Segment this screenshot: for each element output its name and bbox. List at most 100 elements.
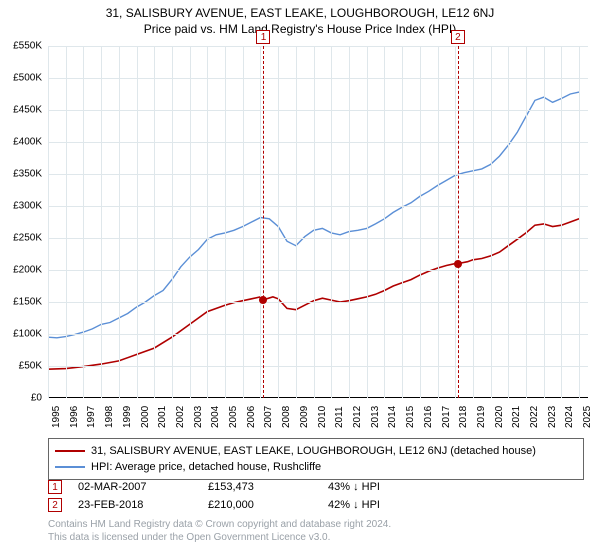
gridline-h xyxy=(48,270,588,271)
gridline-v xyxy=(278,46,279,398)
xtick-label: 2020 xyxy=(494,406,505,428)
xtick-label: 2024 xyxy=(564,406,575,428)
gridline-h xyxy=(48,366,588,367)
ytick-label: £500K xyxy=(13,73,42,84)
gridline-v xyxy=(296,46,297,398)
xtick-label: 2013 xyxy=(370,406,381,428)
gridline-v xyxy=(260,46,261,398)
marker-box-2: 2 xyxy=(451,30,465,44)
ytick-label: £100K xyxy=(13,329,42,340)
sale-date-2: 23-FEB-2018 xyxy=(78,499,208,511)
footnote-line1: Contains HM Land Registry data © Crown c… xyxy=(48,518,391,531)
gridline-v xyxy=(119,46,120,398)
gridline-v xyxy=(225,46,226,398)
chart-area: 12 £0£50K£100K£150K£200K£250K£300K£350K£… xyxy=(48,46,588,398)
legend-swatch-hpi xyxy=(55,466,85,468)
legend-item-property: 31, SALISBURY AVENUE, EAST LEAKE, LOUGHB… xyxy=(55,443,577,459)
xtick-label: 2015 xyxy=(405,406,416,428)
gridline-v xyxy=(66,46,67,398)
gridline-v xyxy=(367,46,368,398)
gridline-h xyxy=(48,110,588,111)
xtick-label: 2025 xyxy=(582,406,593,428)
xtick-label: 2005 xyxy=(228,406,239,428)
gridline-h xyxy=(48,206,588,207)
chart-container: 31, SALISBURY AVENUE, EAST LEAKE, LOUGHB… xyxy=(0,0,600,560)
sale-price-2: £210,000 xyxy=(208,499,328,511)
ytick-label: £200K xyxy=(13,265,42,276)
ytick-label: £450K xyxy=(13,105,42,116)
xtick-label: 2014 xyxy=(387,406,398,428)
gridline-v xyxy=(508,46,509,398)
sale-date-1: 02-MAR-2007 xyxy=(78,481,208,493)
ytick-label: £50K xyxy=(19,361,42,372)
gridline-v xyxy=(48,46,49,398)
xtick-label: 2023 xyxy=(547,406,558,428)
ytick-label: £300K xyxy=(13,201,42,212)
gridline-v xyxy=(101,46,102,398)
xtick-label: 2012 xyxy=(352,406,363,428)
gridline-v xyxy=(384,46,385,398)
plot-region: 12 xyxy=(48,46,588,398)
gridline-h xyxy=(48,46,588,47)
sale-marker-1: 1 xyxy=(48,480,62,494)
gridline-v xyxy=(154,46,155,398)
gridline-v xyxy=(526,46,527,398)
sale-delta-1: 43% ↓ HPI xyxy=(328,481,380,493)
sale-row-1: 1 02-MAR-2007 £153,473 43% ↓ HPI xyxy=(48,478,380,496)
sale-marker-2: 2 xyxy=(48,498,62,512)
sale-delta-2: 42% ↓ HPI xyxy=(328,499,380,511)
xtick-label: 2001 xyxy=(157,406,168,428)
marker-dot-1 xyxy=(259,296,267,304)
gridline-h xyxy=(48,302,588,303)
ytick-label: £0 xyxy=(31,393,42,404)
xtick-label: 1998 xyxy=(104,406,115,428)
xtick-label: 2016 xyxy=(423,406,434,428)
gridline-v xyxy=(491,46,492,398)
xtick-label: 1996 xyxy=(69,406,80,428)
gridline-v xyxy=(172,46,173,398)
line-series-svg xyxy=(48,46,588,398)
xtick-label: 2022 xyxy=(529,406,540,428)
xtick-label: 1997 xyxy=(86,406,97,428)
xtick-label: 2011 xyxy=(334,406,345,428)
ytick-label: £150K xyxy=(13,297,42,308)
gridline-h xyxy=(48,238,588,239)
legend-label-hpi: HPI: Average price, detached house, Rush… xyxy=(91,459,321,475)
gridline-v xyxy=(561,46,562,398)
xtick-label: 2004 xyxy=(210,406,221,428)
chart-title: 31, SALISBURY AVENUE, EAST LEAKE, LOUGHB… xyxy=(0,0,600,20)
xtick-label: 2006 xyxy=(246,406,257,428)
gridline-v xyxy=(455,46,456,398)
ytick-label: £250K xyxy=(13,233,42,244)
gridline-v xyxy=(438,46,439,398)
xtick-label: 2000 xyxy=(140,406,151,428)
legend-swatch-property xyxy=(55,450,85,452)
gridline-v xyxy=(544,46,545,398)
gridline-h xyxy=(48,174,588,175)
sale-row-2: 2 23-FEB-2018 £210,000 42% ↓ HPI xyxy=(48,496,380,514)
xtick-label: 2010 xyxy=(317,406,328,428)
xtick-label: 2007 xyxy=(263,406,274,428)
gridline-v xyxy=(137,46,138,398)
gridline-h xyxy=(48,334,588,335)
legend-item-hpi: HPI: Average price, detached house, Rush… xyxy=(55,459,577,475)
gridline-v xyxy=(190,46,191,398)
ytick-label: £350K xyxy=(13,169,42,180)
footnote-line2: This data is licensed under the Open Gov… xyxy=(48,531,391,544)
marker-vline-2 xyxy=(458,46,459,398)
gridline-v xyxy=(331,46,332,398)
gridline-v xyxy=(473,46,474,398)
xtick-label: 1999 xyxy=(122,406,133,428)
gridline-v xyxy=(83,46,84,398)
marker-dot-2 xyxy=(454,260,462,268)
gridline-v xyxy=(579,46,580,398)
gridline-v xyxy=(314,46,315,398)
footnote: Contains HM Land Registry data © Crown c… xyxy=(48,518,391,544)
gridline-h xyxy=(48,142,588,143)
marker-box-1: 1 xyxy=(256,30,270,44)
xtick-label: 2009 xyxy=(299,406,310,428)
xtick-label: 1995 xyxy=(51,406,62,428)
marker-vline-1 xyxy=(263,46,264,398)
gridline-h xyxy=(48,78,588,79)
xtick-label: 2003 xyxy=(193,406,204,428)
